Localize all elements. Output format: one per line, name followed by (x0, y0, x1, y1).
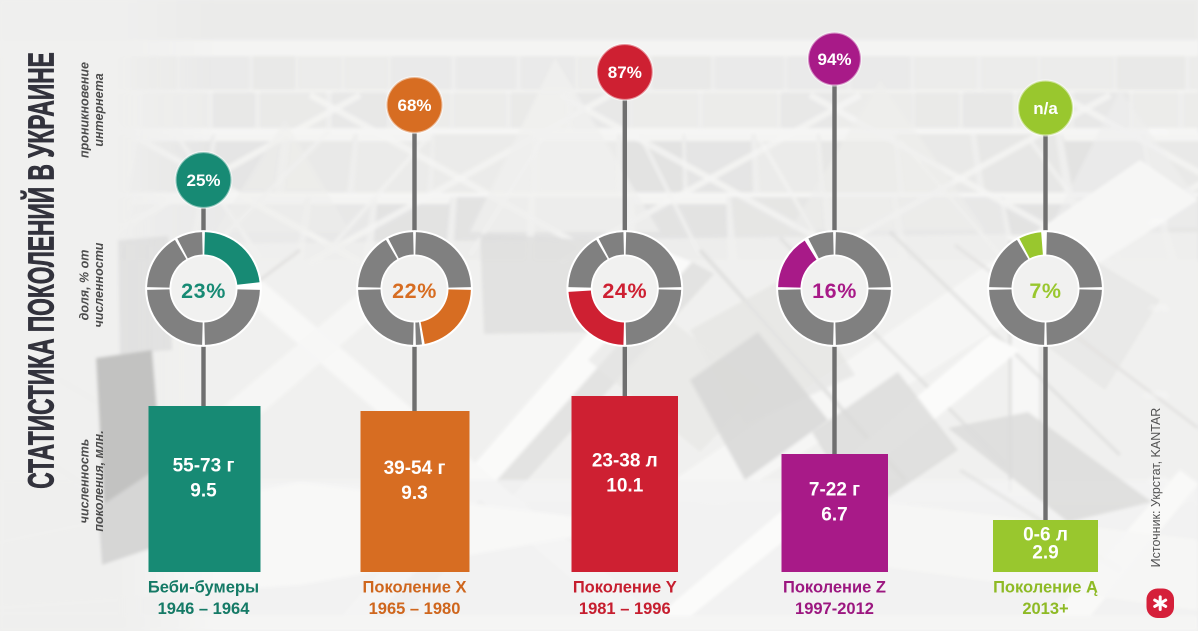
svg-text:-50%: -50% (1147, 127, 1168, 137)
svg-text:1981 – 1996: 1981 – 1996 (579, 600, 671, 618)
svg-text:Беби-бумеры: Беби-бумеры (148, 579, 259, 597)
svg-text:численность: численность (78, 439, 92, 524)
svg-text:10.1: 10.1 (606, 476, 643, 497)
svg-text:Поколение Ą: Поколение Ą (993, 579, 1098, 597)
svg-text:23%: 23% (181, 279, 226, 303)
svg-text:24%: 24% (602, 279, 647, 303)
svg-text:39-54 г: 39-54 г (384, 458, 446, 479)
svg-text:6.7: 6.7 (821, 505, 847, 526)
svg-text:9.5: 9.5 (190, 481, 217, 502)
svg-text:Поколение X: Поколение X (363, 579, 467, 597)
svg-text:7-22 г: 7-22 г (809, 480, 860, 501)
svg-text:-25%: -25% (1147, 217, 1168, 227)
svg-text:Источник: Укрстат, KANTAR: Источник: Укрстат, KANTAR (1149, 408, 1163, 568)
svg-text:-50%: -50% (1147, 475, 1168, 485)
svg-text:1965 – 1980: 1965 – 1980 (369, 600, 461, 618)
svg-text:СТАТИСТИКА ПОКОЛЕНИЙ В УКРАИНЕ: СТАТИСТИКА ПОКОЛЕНИЙ В УКРАИНЕ (21, 52, 62, 489)
svg-text:0-6 л: 0-6 л (1023, 525, 1068, 546)
svg-text:численности: численности (92, 242, 106, 327)
svg-text:94%: 94% (817, 50, 851, 69)
svg-text:-100%: -100% (1142, 390, 1168, 400)
svg-text:1997-2012: 1997-2012 (795, 600, 874, 618)
svg-text:Поколение Z: Поколение Z (783, 579, 886, 597)
svg-text:87%: 87% (608, 63, 642, 82)
svg-text:2013+: 2013+ (1022, 600, 1068, 618)
svg-text:Поколение Y: Поколение Y (573, 579, 677, 597)
svg-text:проникновение: проникновение (78, 62, 92, 158)
svg-text:поколения, млн.: поколения, млн. (92, 430, 106, 531)
svg-text:55-73 г: 55-73 г (173, 456, 235, 477)
svg-text:2.9: 2.9 (1032, 543, 1058, 564)
svg-text:1946 – 1964: 1946 – 1964 (158, 600, 251, 618)
svg-text:-50%: -50% (1147, 303, 1168, 313)
svg-text:16%: 16% (812, 279, 857, 303)
svg-text:22%: 22% (392, 279, 437, 303)
svg-text:интернета: интернета (92, 73, 106, 146)
svg-text:25%: 25% (186, 171, 220, 190)
svg-text:23-38 л: 23-38 л (592, 451, 658, 472)
svg-text:9.3: 9.3 (401, 483, 427, 504)
svg-text:доля, % от: доля, % от (78, 250, 92, 321)
svg-text:68%: 68% (397, 96, 431, 115)
svg-text:n/a: n/a (1033, 99, 1058, 118)
svg-text:7%: 7% (1029, 279, 1061, 303)
